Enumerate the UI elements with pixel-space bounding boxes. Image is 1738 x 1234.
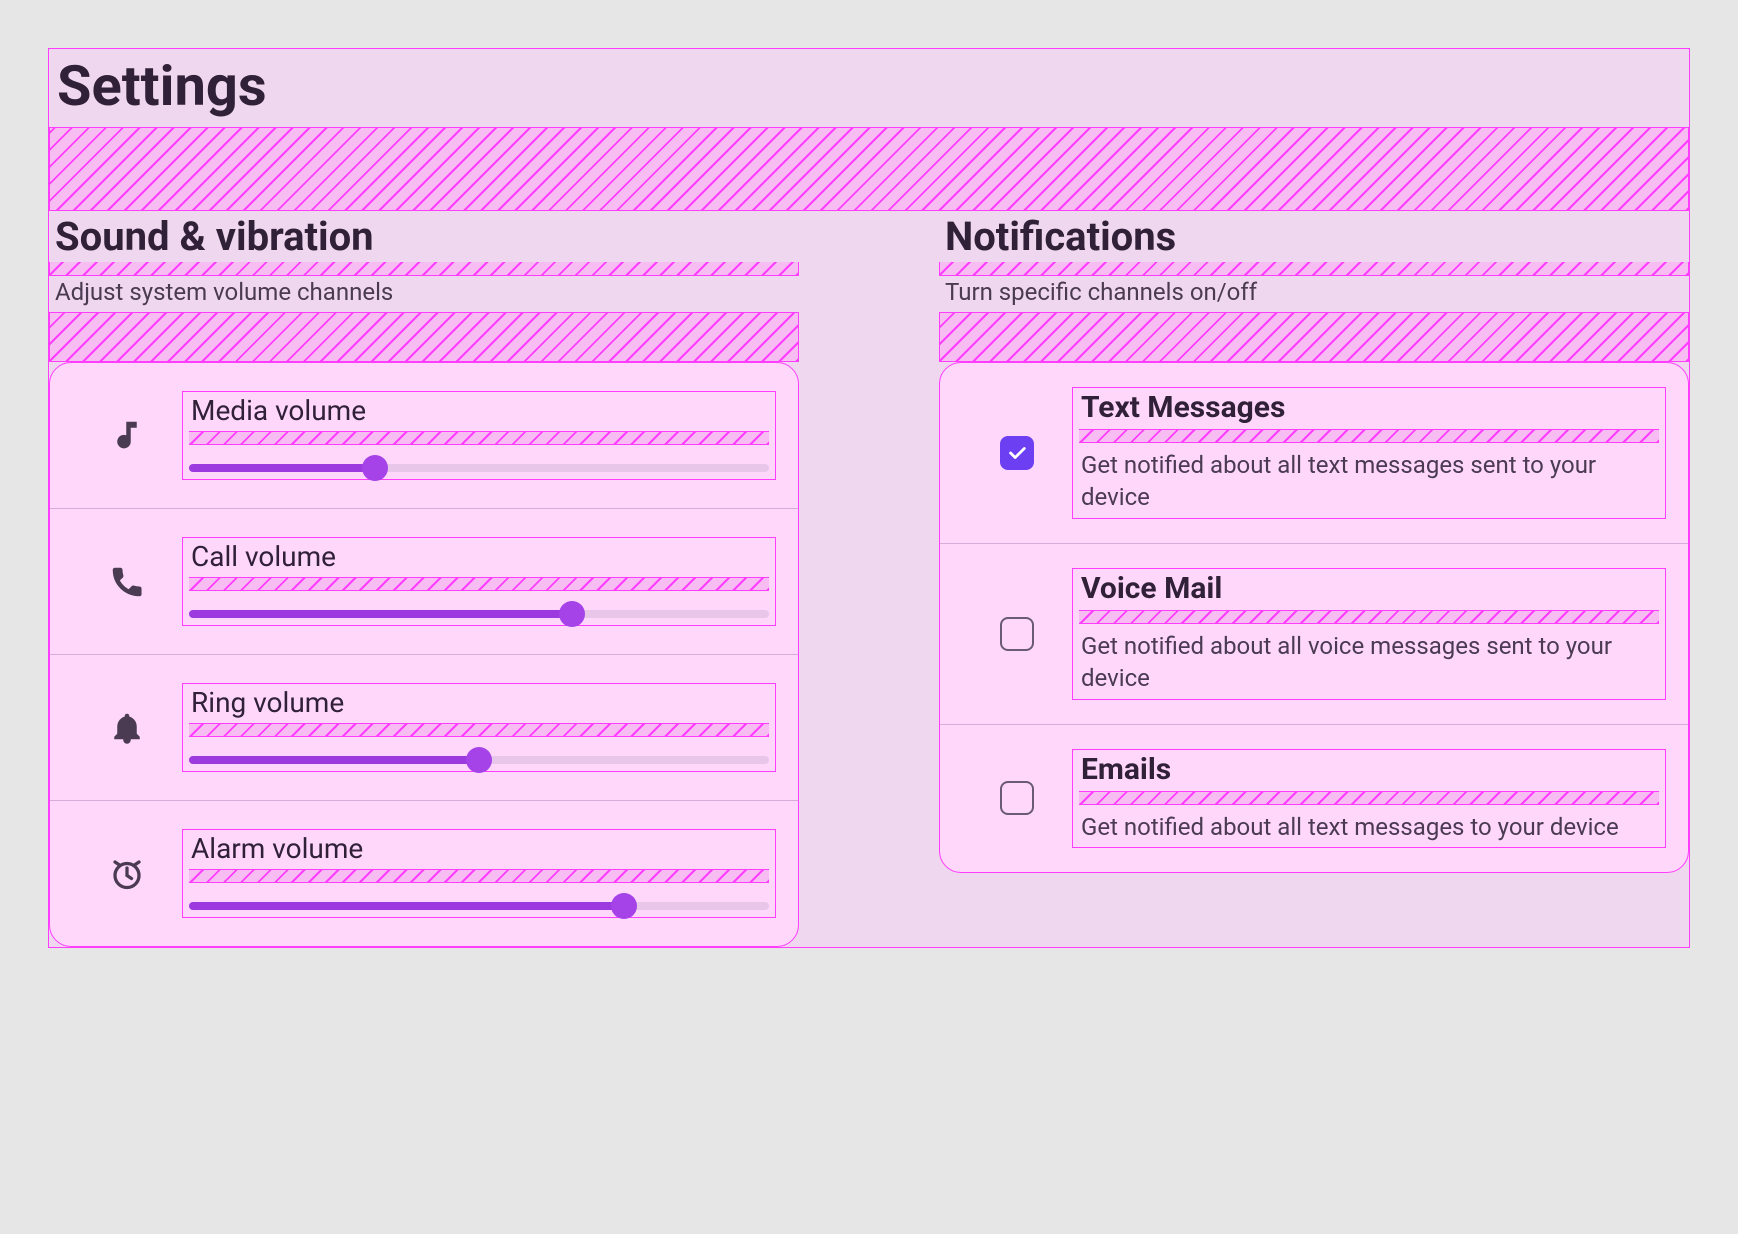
sound-card: Media volume Call volume — [49, 362, 799, 947]
layout-spacer — [189, 869, 769, 883]
emails-checkbox[interactable] — [1000, 781, 1034, 815]
media-volume-slider[interactable] — [189, 457, 769, 479]
sound-section-subtitle: Adjust system volume channels — [49, 276, 799, 312]
notification-body: Text Messages Get notified about all tex… — [1072, 387, 1666, 519]
layout-spacer — [1079, 791, 1659, 805]
music-note-icon — [72, 418, 182, 454]
layout-spacer — [1079, 429, 1659, 443]
sound-body: Ring volume — [182, 683, 776, 772]
layout-spacer — [189, 431, 769, 445]
notification-row-voice-mail: Voice Mail Get notified about all voice … — [940, 544, 1688, 725]
ring-volume-slider[interactable] — [189, 749, 769, 771]
sound-row-alarm: Alarm volume — [50, 801, 798, 946]
notification-description: Get notified about all text messages to … — [1079, 811, 1659, 847]
layout-spacer — [49, 312, 799, 362]
sound-label: Alarm volume — [189, 830, 769, 869]
phone-icon — [72, 564, 182, 600]
layout-spacer — [49, 262, 799, 276]
columns: Sound & vibration Adjust system volume c… — [49, 211, 1689, 947]
notification-description: Get notified about all text messages sen… — [1079, 449, 1659, 518]
sound-label: Media volume — [189, 392, 769, 431]
voice-mail-checkbox[interactable] — [1000, 617, 1034, 651]
call-volume-slider[interactable] — [189, 603, 769, 625]
notification-title: Text Messages — [1079, 388, 1659, 429]
notification-row-emails: Emails Get notified about all text messa… — [940, 725, 1688, 872]
sound-body: Call volume — [182, 537, 776, 626]
layout-spacer — [1079, 610, 1659, 624]
notification-row-text-messages: Text Messages Get notified about all tex… — [940, 363, 1688, 544]
layout-spacer — [49, 127, 1689, 211]
notifications-section-subtitle: Turn specific channels on/off — [939, 276, 1689, 312]
sound-row-call: Call volume — [50, 509, 798, 655]
notifications-card: Text Messages Get notified about all tex… — [939, 362, 1689, 873]
layout-spacer — [189, 723, 769, 737]
sound-column: Sound & vibration Adjust system volume c… — [49, 211, 799, 947]
alarm-volume-slider[interactable] — [189, 895, 769, 917]
page-title: Settings — [49, 49, 1689, 127]
notifications-section-title: Notifications — [939, 211, 1689, 262]
settings-root: Settings Sound & vibration Adjust system… — [48, 48, 1690, 948]
layout-spacer — [939, 262, 1689, 276]
sound-body: Media volume — [182, 391, 776, 480]
sound-body: Alarm volume — [182, 829, 776, 918]
sound-label: Ring volume — [189, 684, 769, 723]
sound-section-title: Sound & vibration — [49, 211, 799, 262]
sound-row-ring: Ring volume — [50, 655, 798, 801]
notification-title: Emails — [1079, 750, 1659, 791]
notifications-column: Notifications Turn specific channels on/… — [939, 211, 1689, 947]
text-messages-checkbox[interactable] — [1000, 436, 1034, 470]
notification-body: Emails Get notified about all text messa… — [1072, 749, 1666, 848]
layout-spacer — [189, 577, 769, 591]
alarm-icon — [72, 856, 182, 892]
sound-label: Call volume — [189, 538, 769, 577]
bell-icon — [72, 710, 182, 746]
sound-row-media: Media volume — [50, 363, 798, 509]
notification-description: Get notified about all voice messages se… — [1079, 630, 1659, 699]
layout-spacer — [939, 312, 1689, 362]
notification-body: Voice Mail Get notified about all voice … — [1072, 568, 1666, 700]
notification-title: Voice Mail — [1079, 569, 1659, 610]
